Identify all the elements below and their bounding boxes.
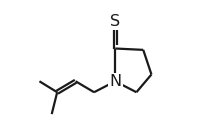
Text: S: S: [110, 14, 120, 29]
Text: N: N: [109, 74, 121, 89]
